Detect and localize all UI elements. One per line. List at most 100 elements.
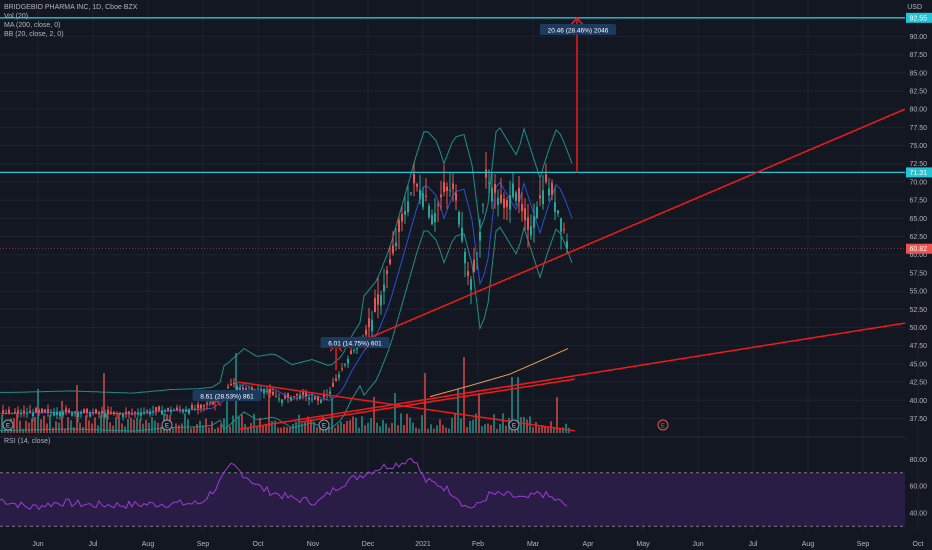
volume-bar <box>391 422 393 433</box>
candle-body <box>461 227 463 241</box>
volume-bar <box>136 417 138 433</box>
time-tick-label: Aug <box>142 541 155 548</box>
candle-body <box>200 404 202 409</box>
volume-bar <box>238 416 240 433</box>
time-axis[interactable]: Jun Jul Aug Sep Oct Nov Dec 2021 Feb Mar Apr May Jun… <box>32 541 923 548</box>
candle-body <box>101 411 103 414</box>
volume-bar <box>160 426 162 433</box>
candle-body <box>266 391 268 393</box>
trendlines[interactable] <box>237 108 906 432</box>
candle-body <box>380 295 382 306</box>
bb-legend[interactable]: BB (20, close, 2, 0) <box>4 31 64 38</box>
candle-body <box>299 394 301 399</box>
candle-body <box>245 388 247 392</box>
candle-body <box>443 182 445 192</box>
rsi-tick-label: 80.00 <box>909 457 927 464</box>
measure-label: 20.46 (28.46%) 2046 <box>548 28 609 35</box>
volume-bar <box>352 416 354 433</box>
candle-body <box>2 410 4 414</box>
volume-bar <box>262 425 264 433</box>
candle-body <box>347 358 349 364</box>
volume-bar <box>43 415 45 433</box>
measure-labels[interactable]: 8.61 (28.53%) 861 6.01 (14.75%) 601 20.46 … <box>192 24 617 401</box>
vol-legend[interactable]: Vol (20) <box>4 13 29 20</box>
volume-bar <box>88 420 90 433</box>
volume-bar <box>247 427 249 433</box>
volume-bar <box>535 421 537 433</box>
volume-bar <box>358 427 360 433</box>
earnings-marker-label: E <box>322 424 326 430</box>
candle-body <box>119 413 121 415</box>
grid <box>0 0 919 533</box>
volume-bar <box>370 417 372 433</box>
ma-legend[interactable]: MA (200, close, 0) <box>4 22 61 29</box>
candle-body <box>203 404 205 407</box>
candle-body <box>230 384 232 386</box>
trendline <box>367 108 906 340</box>
candle-body <box>365 329 367 335</box>
volume-bar <box>355 417 357 433</box>
volume-bar <box>100 414 102 433</box>
price-tick-label: 45.00 <box>909 361 927 368</box>
rsi-axis[interactable]: 40.00 60.00 80.00 <box>909 457 927 518</box>
candle-body <box>269 389 271 393</box>
time-tick-label: Nov <box>307 541 320 548</box>
candle-body <box>179 409 181 411</box>
volume-bar <box>484 424 486 433</box>
price-tick-label: 50.00 <box>909 325 927 332</box>
candle-body <box>506 199 508 208</box>
candle-body <box>374 298 376 313</box>
candle-body <box>5 413 7 415</box>
volume-bar <box>520 416 522 433</box>
volume-bar <box>55 421 57 433</box>
price-tag <box>906 243 932 254</box>
price-axis[interactable]: 37.50 40.00 42.50 45.00 47.50 50.00 52.50 55.00… <box>906 12 932 423</box>
volume-bar <box>292 424 294 433</box>
volume-bar <box>340 421 342 433</box>
volume-bar <box>124 426 126 433</box>
volume-bar <box>148 422 150 433</box>
time-tick-label: Aug <box>802 541 815 548</box>
earnings-marker <box>657 419 669 431</box>
volume-bar <box>394 393 396 433</box>
volume-bar <box>22 428 24 433</box>
volume-bar <box>181 423 183 433</box>
volume-bar <box>121 423 123 433</box>
rsi-legend[interactable]: RSI (14, close) <box>4 438 51 445</box>
candle-body <box>167 407 169 411</box>
candle-body <box>539 195 541 199</box>
volume-bar <box>133 419 135 433</box>
candle-body <box>305 392 307 397</box>
candle-body <box>29 410 31 413</box>
volume-bar <box>40 419 42 433</box>
candle-body <box>410 192 412 194</box>
horizontal-levels[interactable] <box>0 17 905 250</box>
volume-bar <box>511 377 513 433</box>
volume-bar <box>343 423 345 433</box>
candle-body <box>407 201 409 213</box>
volume-bar <box>559 427 561 433</box>
candle-body <box>17 410 19 413</box>
candle-body <box>287 393 289 398</box>
volume-bar <box>406 413 408 433</box>
price-tick-label: 57.50 <box>909 270 927 277</box>
measure-arrows[interactable] <box>208 16 584 411</box>
volume-bar <box>385 423 387 433</box>
time-tick-label: 2021 <box>415 541 431 548</box>
candle-body <box>125 411 127 414</box>
symbol-title[interactable]: BRIDGEBIO PHARMA INC, 1D, Cboe BZX <box>4 4 138 11</box>
volume-bar <box>256 426 258 433</box>
volume-bar <box>379 426 381 433</box>
volume-bar <box>388 427 390 433</box>
volume-bar <box>499 423 501 433</box>
volume-bar <box>280 427 282 433</box>
volume-bar <box>34 417 36 433</box>
volume-bar <box>193 426 195 433</box>
candle-body <box>53 412 55 416</box>
candle-body <box>446 186 448 191</box>
volume-bar <box>472 419 474 433</box>
candle-body <box>170 410 172 412</box>
candle-body <box>290 396 292 401</box>
